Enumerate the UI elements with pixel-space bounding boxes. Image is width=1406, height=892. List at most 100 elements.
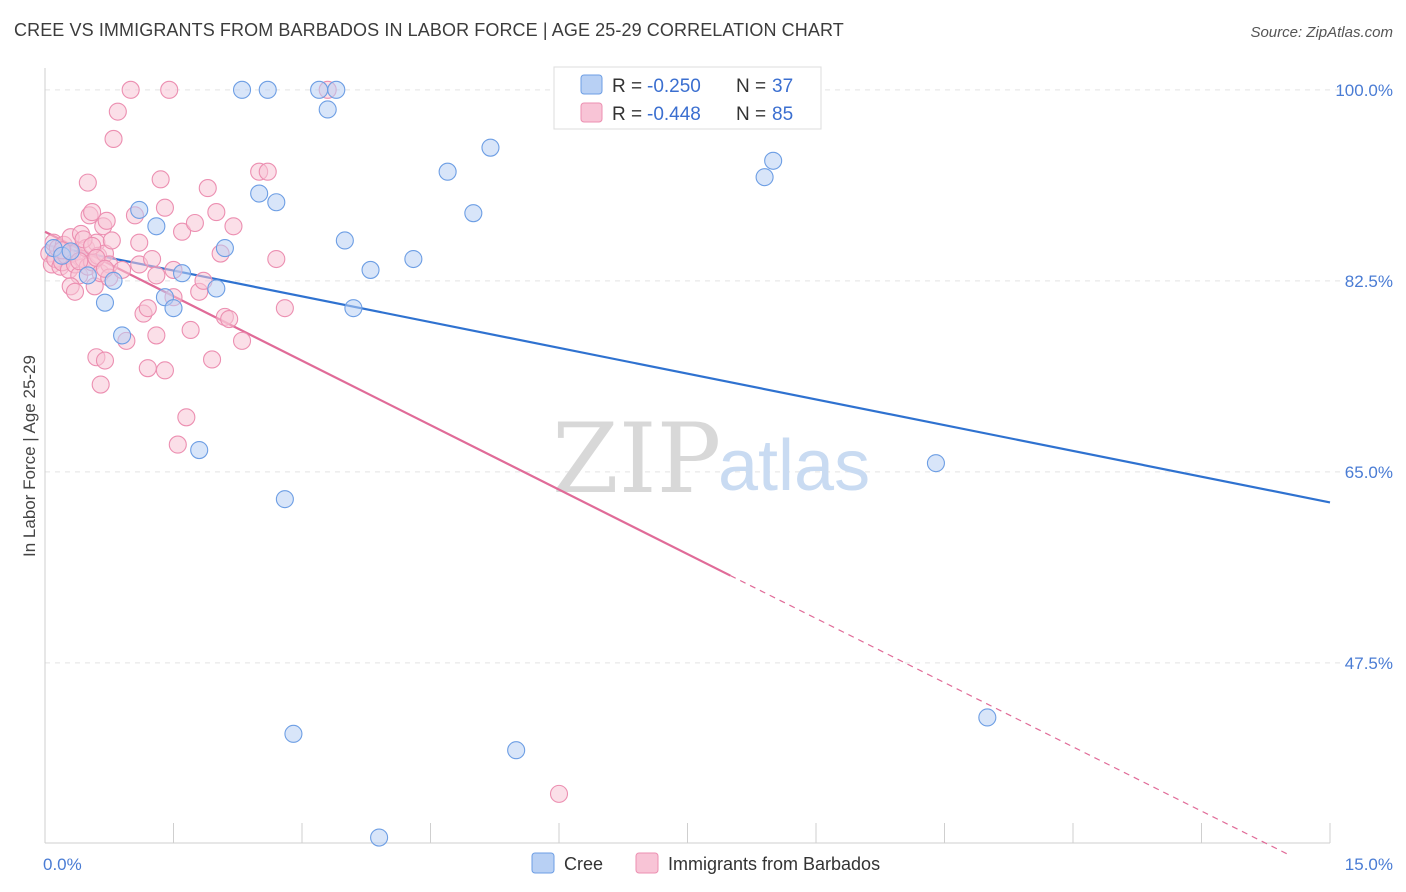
cree-point-31 bbox=[481, 138, 500, 157]
barbados-point-53 bbox=[155, 198, 174, 217]
cree-point-11 bbox=[173, 264, 192, 283]
barbados-point-70 bbox=[220, 310, 239, 329]
legend-swatch-barbados bbox=[580, 102, 603, 123]
cree-point-28 bbox=[404, 249, 423, 269]
legend-r-value-cree: -0.250 bbox=[647, 76, 701, 97]
cree-point-29 bbox=[438, 162, 457, 181]
axis-layer bbox=[44, 68, 1331, 844]
cree-point-8 bbox=[147, 217, 166, 236]
cree-point-15 bbox=[232, 80, 252, 99]
x-tick-label-max: 15.0% bbox=[1345, 855, 1393, 874]
barbados-point-35 bbox=[91, 375, 110, 394]
bottom-legend-label-cree: Cree bbox=[564, 854, 603, 874]
chart-source: Source: ZipAtlas.com bbox=[1250, 24, 1393, 41]
grid-layer bbox=[45, 89, 1340, 664]
stats-legend: R = -0.250 N = 37 R = -0.448 N = 85 bbox=[553, 66, 822, 130]
y-axis-label: In Labor Force | Age 25-29 bbox=[20, 355, 39, 557]
barbados-point-31 bbox=[65, 282, 85, 301]
barbados-point-50 bbox=[147, 266, 166, 285]
cree-point-25 bbox=[344, 299, 363, 318]
barbados-point-52 bbox=[151, 170, 170, 189]
cree-point-34 bbox=[764, 151, 783, 170]
barbados-trend-line-dashed bbox=[730, 575, 1288, 855]
barbados-point-59 bbox=[173, 222, 192, 241]
cree-point-23 bbox=[327, 80, 346, 99]
cree-point-35 bbox=[926, 454, 945, 473]
barbados-point-62 bbox=[185, 213, 204, 233]
cree-point-19 bbox=[275, 490, 294, 509]
barbados-point-47 bbox=[138, 299, 157, 318]
barbados-point-84 bbox=[549, 784, 569, 803]
cree-point-5 bbox=[104, 271, 123, 290]
cree-point-30 bbox=[464, 204, 483, 223]
cree-point-4 bbox=[95, 293, 115, 312]
cree-point-27 bbox=[370, 828, 389, 847]
y-tick-label-0: 47.5% bbox=[1345, 654, 1393, 673]
y-tick-label-1: 65.0% bbox=[1345, 463, 1393, 482]
cree-point-20 bbox=[284, 724, 303, 743]
barbados-point-72 bbox=[232, 331, 252, 350]
barbados-point-29 bbox=[102, 231, 121, 250]
watermark-atlas: atlas bbox=[718, 426, 870, 506]
cree-point-12 bbox=[190, 440, 209, 460]
cree-trend-line bbox=[44, 243, 1331, 504]
cree-point-13 bbox=[207, 279, 226, 298]
barbados-point-66 bbox=[203, 350, 222, 369]
legend-r-label-barbados: R = bbox=[612, 104, 642, 125]
barbados-point-38 bbox=[104, 129, 123, 149]
barbados-point-58 bbox=[168, 435, 187, 454]
barbados-point-60 bbox=[177, 408, 196, 427]
barbados-point-33 bbox=[83, 203, 102, 222]
bottom-legend-label-barbados: Immigrants from Barbados bbox=[668, 854, 880, 874]
legend-n-value-cree: 37 bbox=[772, 76, 793, 97]
watermark-zip: ZIP bbox=[552, 403, 721, 515]
legend-r-label-cree: R = bbox=[612, 76, 642, 97]
barbados-point-67 bbox=[207, 203, 226, 222]
y-tick-label-2: 82.5% bbox=[1345, 272, 1393, 291]
cree-point-18 bbox=[267, 193, 286, 212]
cree-point-24 bbox=[335, 231, 354, 250]
barbados-point-75 bbox=[267, 249, 286, 269]
barbados-point-55 bbox=[160, 80, 179, 99]
cree-point-22 bbox=[318, 100, 337, 119]
barbados-point-71 bbox=[224, 217, 243, 236]
barbados-point-49 bbox=[143, 249, 162, 269]
barbados-point-36 bbox=[95, 351, 115, 370]
legend-n-label-barbados: N = bbox=[736, 104, 766, 125]
bottom-legend-swatch-cree bbox=[531, 852, 555, 874]
legend-r-value-barbados: -0.448 bbox=[647, 104, 701, 125]
barbados-point-27 bbox=[97, 211, 116, 230]
cree-point-3 bbox=[78, 266, 97, 285]
cree-point-17 bbox=[258, 80, 277, 99]
chart-title: CREE VS IMMIGRANTS FROM BARBADOS IN LABO… bbox=[14, 20, 844, 40]
legend-n-label-cree: N = bbox=[736, 76, 766, 97]
cree-point-36 bbox=[978, 708, 997, 727]
barbados-point-61 bbox=[181, 320, 200, 340]
cree-point-7 bbox=[130, 200, 149, 219]
barbados-point-44 bbox=[130, 233, 149, 252]
barbados-point-39 bbox=[108, 102, 127, 121]
cree-point-14 bbox=[215, 239, 234, 258]
cree-point-10 bbox=[164, 299, 183, 318]
barbados-point-42 bbox=[121, 80, 140, 99]
points-layer bbox=[40, 80, 997, 847]
bottom-legend: Cree Immigrants from Barbados bbox=[531, 852, 880, 874]
trend-layer bbox=[44, 230, 1331, 855]
barbados-point-48 bbox=[138, 359, 157, 378]
barbados-point-54 bbox=[155, 361, 174, 380]
legend-swatch-cree bbox=[580, 74, 603, 95]
cree-point-16 bbox=[250, 184, 269, 203]
barbados-point-32 bbox=[78, 173, 97, 192]
barbados-point-51 bbox=[147, 326, 166, 345]
cree-point-2 bbox=[61, 242, 80, 261]
legend-n-value-barbados: 85 bbox=[772, 104, 793, 125]
cree-point-6 bbox=[113, 326, 132, 345]
bottom-legend-swatch-barbados bbox=[635, 852, 659, 874]
cree-point-21 bbox=[310, 80, 329, 99]
cree-point-33 bbox=[755, 168, 774, 187]
y-tick-labels: 47.5% 65.0% 82.5% 100.0% bbox=[1335, 81, 1393, 673]
y-tick-label-3: 100.0% bbox=[1335, 81, 1393, 100]
cree-point-26 bbox=[361, 260, 380, 279]
barbados-trend-line bbox=[44, 230, 731, 577]
